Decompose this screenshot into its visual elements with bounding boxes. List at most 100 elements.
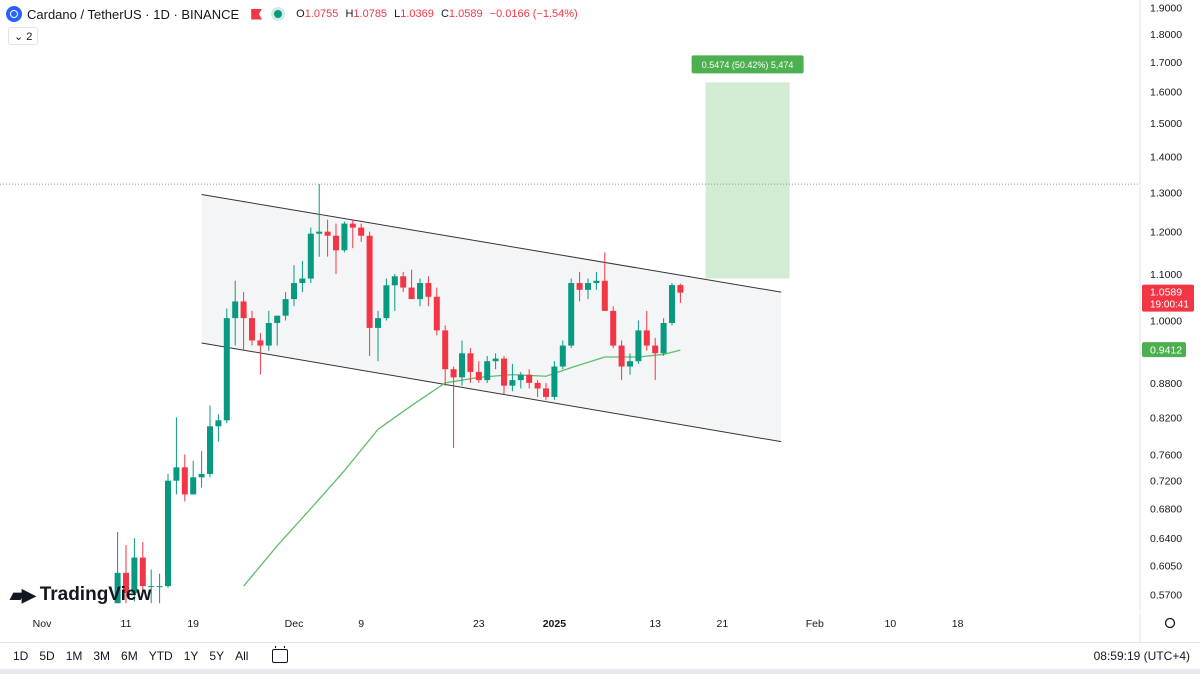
candle[interactable] <box>148 586 155 588</box>
candle[interactable] <box>114 572 121 604</box>
candle[interactable] <box>509 380 516 386</box>
settings-gear-icon[interactable] <box>1164 617 1176 629</box>
candle[interactable] <box>627 361 633 367</box>
candle[interactable] <box>408 287 415 300</box>
candle[interactable] <box>240 301 247 319</box>
candle[interactable] <box>316 231 323 234</box>
candle[interactable] <box>165 480 171 587</box>
x-tick-label: 11 <box>121 618 132 630</box>
candle[interactable] <box>585 283 591 290</box>
candle[interactable] <box>215 420 222 427</box>
timeframe-3m[interactable]: 3M <box>93 649 111 663</box>
chart-header: Cardano / TetherUS · 1D · BINANCE O1.075… <box>6 4 578 24</box>
flag-icon[interactable] <box>251 8 263 20</box>
candle[interactable] <box>131 557 138 593</box>
candle[interactable] <box>433 296 440 331</box>
candle[interactable] <box>173 467 180 481</box>
candle[interactable] <box>442 330 449 370</box>
timeframe-ytd[interactable]: YTD <box>148 649 173 663</box>
candle[interactable] <box>593 280 600 284</box>
timeframe-all[interactable]: All <box>235 649 249 663</box>
candle[interactable] <box>249 318 255 341</box>
candle[interactable] <box>425 283 432 297</box>
candle[interactable] <box>635 330 642 362</box>
candle[interactable] <box>450 369 457 378</box>
candle[interactable] <box>358 227 365 236</box>
candle[interactable] <box>517 374 524 381</box>
candle[interactable] <box>568 283 575 346</box>
candle[interactable] <box>366 235 373 328</box>
candle[interactable] <box>660 322 667 354</box>
candle[interactable] <box>618 345 625 367</box>
candle[interactable] <box>181 467 188 495</box>
market-status-icon <box>274 10 283 18</box>
candle[interactable] <box>526 374 533 383</box>
candle[interactable] <box>501 358 507 386</box>
candle[interactable] <box>559 345 566 367</box>
candle[interactable] <box>677 285 684 293</box>
candle[interactable] <box>652 345 659 354</box>
y-tick-label: 0.6800 <box>1150 504 1182 516</box>
candle[interactable] <box>551 366 558 397</box>
candle[interactable] <box>257 340 264 346</box>
timeframe-1y[interactable]: 1Y <box>183 649 199 663</box>
y-tick-label: 1.9000 <box>1150 3 1182 15</box>
candle[interactable] <box>417 283 423 300</box>
candle[interactable] <box>391 276 398 286</box>
timeframe-6m[interactable]: 6M <box>121 649 138 663</box>
candle[interactable] <box>610 310 617 346</box>
candle[interactable] <box>324 231 331 236</box>
candle[interactable] <box>669 285 675 323</box>
candle[interactable] <box>156 586 163 588</box>
candle[interactable] <box>534 382 541 389</box>
timeframe-5y[interactable]: 5Y <box>209 649 225 663</box>
candle[interactable] <box>207 426 213 474</box>
candle[interactable] <box>190 477 197 495</box>
ohlc-values: O1.0755 H1.0785 L1.0369 C1.0589 −0.0166 … <box>296 8 578 20</box>
target-zone[interactable] <box>705 82 790 279</box>
timeframe-1m[interactable]: 1M <box>65 649 83 663</box>
candle[interactable] <box>467 353 474 372</box>
candle[interactable] <box>223 318 230 421</box>
channel-upper-line[interactable] <box>201 194 782 293</box>
candle[interactable] <box>576 283 583 290</box>
candle[interactable] <box>375 318 381 328</box>
candle[interactable] <box>307 233 314 279</box>
candle[interactable] <box>349 223 356 228</box>
candle[interactable] <box>282 299 289 316</box>
candle[interactable] <box>123 572 129 593</box>
candle[interactable] <box>333 235 339 251</box>
candle[interactable] <box>400 276 407 288</box>
candle[interactable] <box>475 371 482 381</box>
timeframe-5d[interactable]: 5D <box>39 649 55 663</box>
candle[interactable] <box>643 330 650 346</box>
candle[interactable] <box>601 280 608 311</box>
y-tick-label: 0.8200 <box>1150 412 1182 424</box>
indicator-toggle[interactable]: ⌄ 2 <box>8 27 39 45</box>
x-tick-label: 19 <box>187 618 199 630</box>
timeframe-1d[interactable]: 1D <box>13 649 29 663</box>
candle[interactable] <box>139 557 146 587</box>
symbol-title[interactable]: Cardano / TetherUS · 1D · BINANCE <box>27 6 240 22</box>
last-price-badge <box>1142 284 1194 312</box>
candle[interactable] <box>232 301 239 319</box>
candle[interactable] <box>459 353 465 378</box>
candle[interactable] <box>492 358 499 362</box>
candle[interactable] <box>299 278 306 284</box>
channel-lower-line[interactable] <box>201 342 782 443</box>
candle[interactable] <box>341 223 348 251</box>
ma-value-badge <box>1142 342 1186 358</box>
clock: 08:59:19 (UTC+4) <box>1093 649 1190 663</box>
calendar-icon[interactable] <box>272 646 289 663</box>
candle[interactable] <box>543 388 549 397</box>
price-chart[interactable]: 0.5474 (50.42%) 5,474 0.5700 0.6050 0.6400 0… <box>0 0 1200 642</box>
candle[interactable] <box>198 473 205 478</box>
candle[interactable] <box>265 322 272 346</box>
candle[interactable] <box>383 285 390 319</box>
candle[interactable] <box>291 283 297 300</box>
x-tick-label: 23 <box>473 618 485 630</box>
x-tick-label: Dec <box>285 618 304 630</box>
bottom-toolbar: 1D 5D 1M 3M 6M YTD 1Y 5Y All 08:59:19 (UTC+4) <box>0 642 1200 669</box>
candle[interactable] <box>484 361 491 381</box>
candle[interactable] <box>274 315 281 323</box>
